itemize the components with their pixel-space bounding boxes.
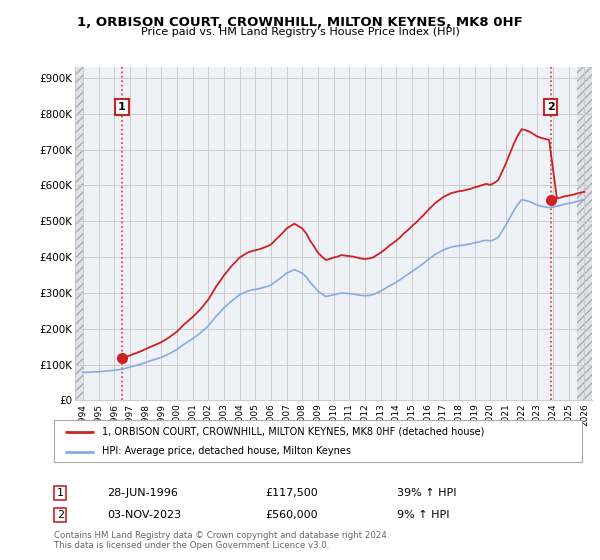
- Text: Contains HM Land Registry data © Crown copyright and database right 2024.
This d: Contains HM Land Registry data © Crown c…: [54, 531, 389, 550]
- Text: 9% ↑ HPI: 9% ↑ HPI: [397, 510, 450, 520]
- Text: £560,000: £560,000: [265, 510, 318, 520]
- Text: 28-JUN-1996: 28-JUN-1996: [107, 488, 178, 498]
- Text: Price paid vs. HM Land Registry's House Price Index (HPI): Price paid vs. HM Land Registry's House …: [140, 27, 460, 37]
- Text: 1: 1: [57, 488, 64, 498]
- Text: 1: 1: [118, 102, 126, 112]
- Bar: [577, 67, 592, 400]
- Text: £117,500: £117,500: [265, 488, 318, 498]
- Text: 2: 2: [57, 510, 64, 520]
- Text: 39% ↑ HPI: 39% ↑ HPI: [397, 488, 457, 498]
- Bar: [75, 67, 83, 400]
- Text: 1, ORBISON COURT, CROWNHILL, MILTON KEYNES, MK8 0HF: 1, ORBISON COURT, CROWNHILL, MILTON KEYN…: [77, 16, 523, 29]
- Text: HPI: Average price, detached house, Milton Keynes: HPI: Average price, detached house, Milt…: [101, 446, 350, 456]
- Text: 03-NOV-2023: 03-NOV-2023: [107, 510, 181, 520]
- Text: 2: 2: [547, 102, 554, 112]
- Text: 1, ORBISON COURT, CROWNHILL, MILTON KEYNES, MK8 0HF (detached house): 1, ORBISON COURT, CROWNHILL, MILTON KEYN…: [101, 427, 484, 437]
